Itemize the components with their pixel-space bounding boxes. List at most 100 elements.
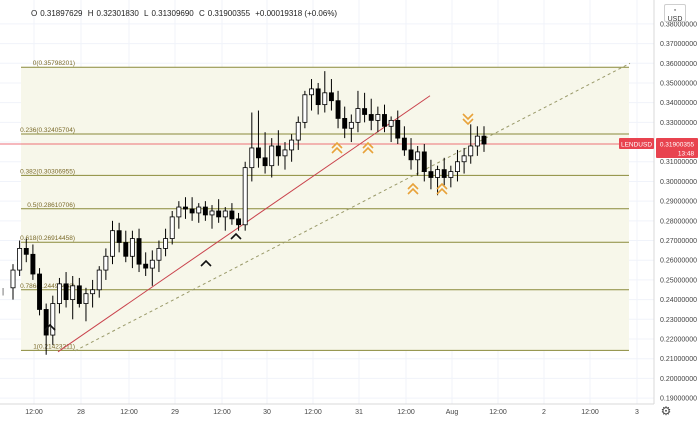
candle-body <box>216 210 222 218</box>
symbol-tag-label: LENDUSD <box>621 142 652 149</box>
fibonacci-retracement[interactable]: 0(0.35798201) 0.236(0.32405704) 0.382(0.30… <box>20 60 629 351</box>
candle-body <box>236 218 242 226</box>
candle-body <box>315 88 321 106</box>
double-chevron-up-icon <box>331 146 343 154</box>
candle-body <box>289 139 295 151</box>
candle-body <box>428 171 434 178</box>
candle-body <box>196 206 202 214</box>
candle-body <box>335 100 341 119</box>
candle-body <box>355 108 361 123</box>
close-value: 0.31900355 <box>207 9 251 18</box>
candle-body <box>395 119 401 139</box>
y-tick-label: 0.27000000 <box>660 238 697 245</box>
currency-badge[interactable]: ▫ USD <box>664 4 686 23</box>
candle-body <box>435 169 441 178</box>
candle-body <box>441 169 447 178</box>
y-tick-label: 0.21000000 <box>660 356 697 363</box>
candle-body <box>43 309 49 336</box>
candle-body <box>309 88 314 96</box>
candle-body <box>368 114 374 121</box>
y-tick-label: 0.26000000 <box>660 258 697 265</box>
candle-body <box>421 151 427 172</box>
candle-body <box>110 230 115 257</box>
candle-body <box>17 248 23 271</box>
double-chevron-up-icon <box>362 146 374 154</box>
double-chevron-up-icon <box>407 182 419 190</box>
fib-level-label: 0(0.35798201) <box>33 60 75 67</box>
candle-body <box>269 145 275 167</box>
x-tick-label: 29 <box>171 409 179 416</box>
gear-icon[interactable]: ⚙ <box>660 404 672 418</box>
left-edge-mark: | <box>2 287 4 296</box>
chevron-up-icon <box>230 232 242 240</box>
candle-body <box>348 121 354 129</box>
double-chevron-up-icon <box>331 141 343 149</box>
candle-body <box>328 92 334 102</box>
candle-body <box>70 285 76 301</box>
high-value: 0.32301830 <box>96 9 139 18</box>
candle-body <box>37 273 42 310</box>
candle-body <box>30 253 36 275</box>
candle-body <box>375 114 381 121</box>
candle-body <box>455 161 460 172</box>
double-chevron-up-icon <box>436 182 448 190</box>
candle-body <box>63 283 69 301</box>
candle-body <box>342 118 348 129</box>
candle-body <box>76 285 82 304</box>
candle-body <box>322 92 328 106</box>
y-tick-label: 0.23000000 <box>660 317 697 324</box>
y-tick-label: 0.33000000 <box>660 120 697 127</box>
x-tick-label: 12:00 <box>25 409 43 416</box>
candle-body <box>249 147 255 169</box>
candle-body <box>116 230 122 243</box>
candles <box>10 71 487 355</box>
x-tick-label: 31 <box>355 409 363 416</box>
candle-body <box>282 149 288 157</box>
y-tick-label: 0.31000000 <box>660 159 697 166</box>
fib-level-label: 0.5(0.28610706) <box>27 202 75 209</box>
price-tag <box>656 138 698 159</box>
double-chevron-up-icon <box>407 187 419 195</box>
candle-body <box>388 119 394 127</box>
price-tag-label: 0.31900355 <box>660 142 695 149</box>
chevron-up-icon <box>200 259 212 267</box>
candle-body <box>275 145 281 157</box>
x-tick-label: 12:00 <box>489 409 507 416</box>
chevron-up-icon <box>44 323 56 331</box>
candle-body <box>156 248 162 261</box>
time-axis[interactable]: 12:00 28 12:00 29 12:00 30 12:00 31 12:00 Aug 12:0… <box>0 403 654 416</box>
candle-body <box>83 293 89 304</box>
candle-body <box>468 145 474 157</box>
y-tick-label: 0.24000000 <box>660 297 697 304</box>
fib-level-label: 0.236(0.32405704) <box>20 127 75 134</box>
price-axis[interactable]: 0.38000000 0.37000000 0.36000000 0.35000000… <box>2 0 698 404</box>
countdown-label: 13:48 <box>678 151 695 158</box>
candle-body <box>149 259 155 269</box>
x-tick-label: 12:00 <box>304 409 322 416</box>
candle-body <box>448 171 454 178</box>
candle-body <box>262 157 268 167</box>
x-tick-label: 2 <box>542 409 546 416</box>
candle-body <box>143 263 149 269</box>
candle-body <box>415 151 421 161</box>
lock-icon: ▫ <box>673 7 677 14</box>
x-tick-label: 12:00 <box>120 409 138 416</box>
candle-body <box>202 206 208 216</box>
x-tick-label: 3 <box>635 409 639 416</box>
dashed-trendline[interactable] <box>74 62 631 352</box>
currency-label: USD <box>667 16 683 23</box>
y-tick-label: 0.36000000 <box>660 61 697 68</box>
high-label: H <box>87 9 94 18</box>
low-label: L <box>144 9 149 18</box>
y-tick-label: 0.25000000 <box>660 277 697 284</box>
candle-body <box>10 269 16 289</box>
candle-body <box>96 269 102 291</box>
symbol-tag <box>619 138 654 150</box>
x-tick-label: 28 <box>77 409 85 416</box>
x-tick-label: 30 <box>263 409 271 416</box>
candle-body <box>90 289 96 295</box>
candle-body <box>183 206 188 210</box>
double-chevron-down-icon <box>462 113 474 121</box>
